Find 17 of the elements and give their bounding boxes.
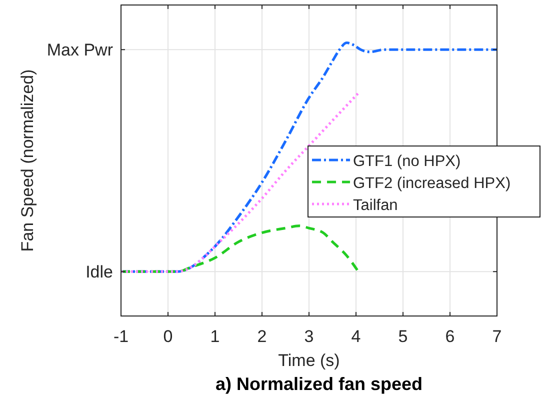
legend-label: GTF2 (increased HPX) — [353, 175, 511, 192]
ref-line-label: Idle — [86, 262, 113, 282]
x-tick-label: 7 — [492, 327, 502, 346]
ref-line-label: Max Pwr — [46, 40, 114, 60]
x-tick-label: 3 — [304, 327, 314, 346]
x-tick-label: -1 — [113, 327, 129, 346]
x-tick-label: 0 — [163, 327, 173, 346]
legend-label: GTF1 (no HPX) — [353, 153, 461, 170]
x-axis-title: Time (s) — [278, 351, 340, 370]
x-tick-label: 5 — [398, 327, 408, 346]
legend-label: Tailfan — [353, 197, 398, 214]
x-tick-label: 4 — [351, 327, 361, 346]
x-tick-label: 6 — [445, 327, 455, 346]
x-tick-label: 1 — [210, 327, 220, 346]
y-axis-title: Fan Speed (normalized) — [18, 69, 37, 252]
text: a) Normalized fan speed — [215, 374, 423, 394]
x-tick-label: 2 — [257, 327, 267, 346]
